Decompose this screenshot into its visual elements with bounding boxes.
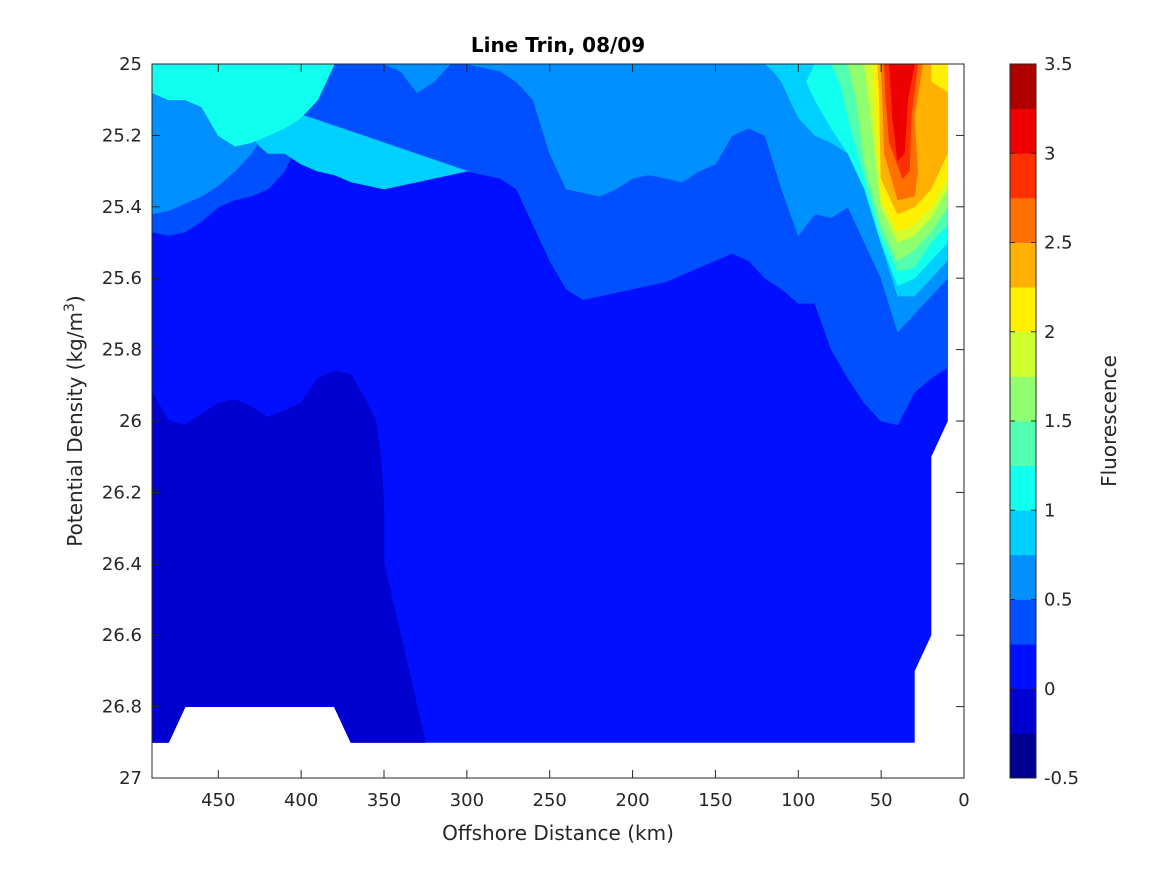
y-axis-label: Potential Density (kg/m3): [62, 295, 87, 546]
x-tick-label: 200: [615, 790, 649, 811]
colorbar-segment: [1010, 733, 1036, 779]
contour-region-7: [152, 64, 335, 147]
colorbar-tick-label: 1: [1044, 500, 1055, 521]
colorbar-tick-label: -0.5: [1044, 768, 1079, 789]
colorbar-segment: [1010, 153, 1036, 199]
contour-region-16: [889, 64, 915, 161]
x-tick-label: 50: [870, 790, 893, 811]
y-tick-label: 26: [119, 411, 142, 432]
x-tick-label: 250: [533, 790, 567, 811]
colorbar-segment: [1010, 376, 1036, 422]
y-tick-label: 26.8: [102, 697, 142, 718]
chart-title: Line Trin, 08/09: [471, 33, 645, 57]
y-axis-label-close: ): [63, 295, 87, 303]
colorbar-segment: [1010, 287, 1036, 333]
y-axis-label-superscript: 3: [62, 303, 78, 312]
y-tick-label: 25.2: [102, 125, 142, 146]
colorbar-segment: [1010, 599, 1036, 645]
y-tick-label: 25.6: [102, 268, 142, 289]
colorbar-tick-label: 2: [1044, 322, 1055, 343]
y-tick-label: 26.2: [102, 482, 142, 503]
x-tick-label: 450: [201, 790, 235, 811]
colorbar-segment: [1010, 331, 1036, 377]
colorbar-segment: [1010, 108, 1036, 154]
contour-fills: [152, 64, 948, 743]
y-tick-label: 25.4: [102, 197, 142, 218]
contour-region-2: [152, 64, 948, 426]
colorbar-tick-label: 3.5: [1044, 54, 1073, 75]
y-tick-label: 26.6: [102, 625, 142, 646]
y-tick-label: 27: [119, 768, 142, 789]
y-axis-label-main: Potential Density (kg/m: [63, 312, 87, 547]
x-axis-ticks: 450 400 350 300 250 200 150 100 50 0: [201, 64, 970, 811]
x-tick-label: 0: [958, 790, 969, 811]
colorbar-segment: [1010, 688, 1036, 734]
contour-region-1: [152, 370, 426, 743]
colorbar-segment: [1010, 421, 1036, 467]
colorbar-segment: [1010, 197, 1036, 243]
colorbar-segment: [1010, 554, 1036, 600]
x-tick-label: 150: [698, 790, 732, 811]
y-tick-label: 26.4: [102, 554, 142, 575]
colorbar-tick-label: 3: [1044, 143, 1055, 164]
y-tick-label: 25: [119, 54, 142, 75]
colorbar-segment: [1010, 644, 1036, 690]
x-tick-label: 300: [450, 790, 484, 811]
colorbar-tick-label: 1.5: [1044, 411, 1073, 432]
x-tick-label: 350: [367, 790, 401, 811]
y-axis-ticks: 25 25.2 25.4 25.6 25.8 26 26.2 26.4 26.6 26.8 27: [102, 54, 964, 789]
colorbar-tick-label: 0: [1044, 679, 1055, 700]
colorbar-ticks: -0.5 0 0.5 1 1.5 2 2.5 3 3.5: [1010, 54, 1079, 789]
colorbar-segment: [1010, 465, 1036, 511]
colorbar-segment: [1010, 242, 1036, 288]
y-tick-label: 25.8: [102, 340, 142, 361]
colorbar-tick-label: 2.5: [1044, 233, 1073, 254]
x-tick-label: 100: [781, 790, 815, 811]
x-tick-label: 400: [284, 790, 318, 811]
colorbar-label: Fluorescence: [1097, 355, 1121, 487]
x-axis-label: Offshore Distance (km): [442, 821, 674, 845]
colorbar-segment: [1010, 64, 1036, 110]
colorbar-segment: [1010, 510, 1036, 556]
colorbar: [1010, 64, 1036, 779]
colorbar-tick-label: 0.5: [1044, 590, 1073, 611]
